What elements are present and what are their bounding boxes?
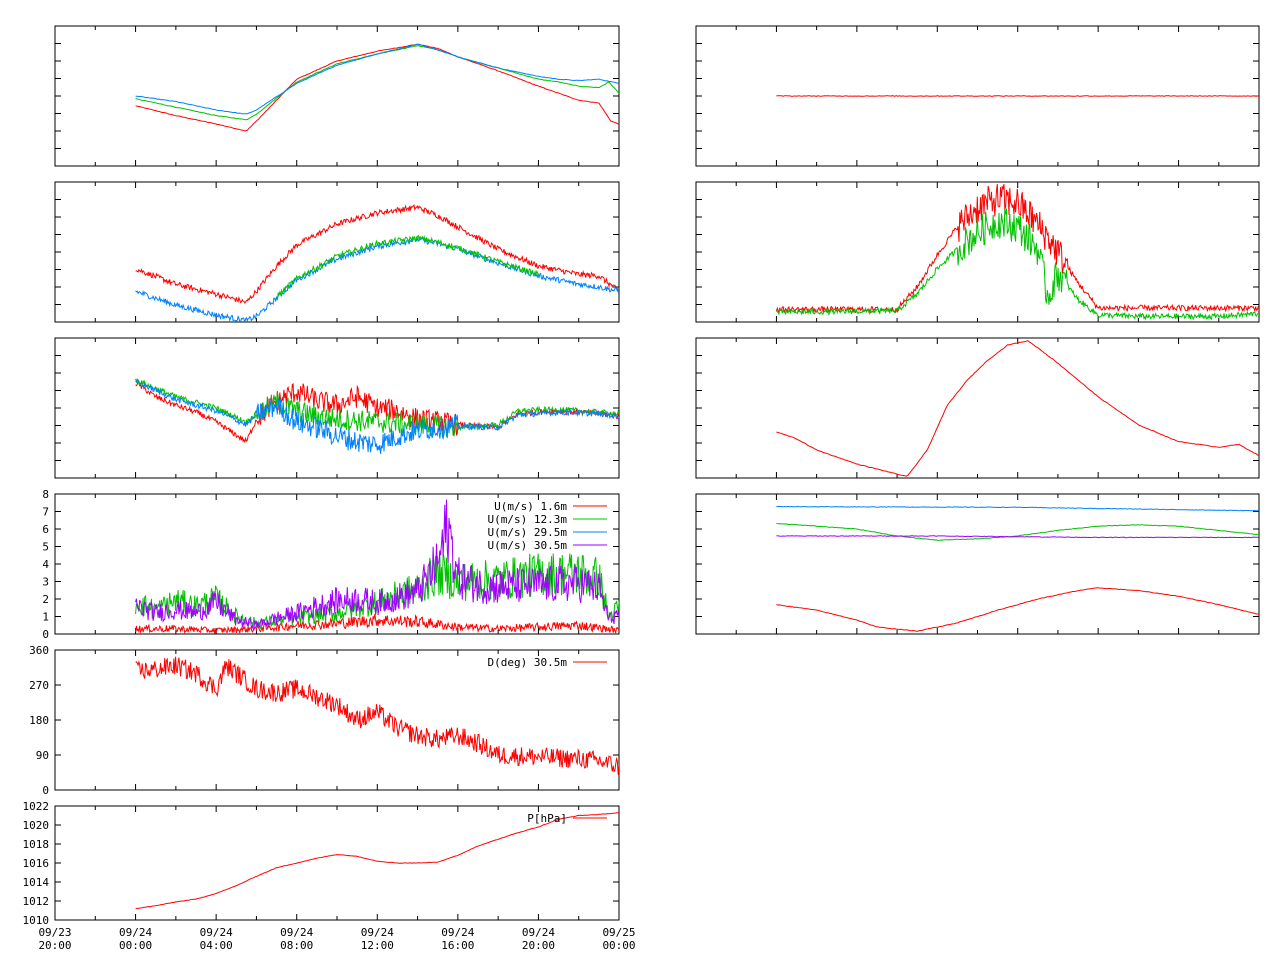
legend-label: P[hPa]	[527, 812, 567, 825]
legend-label: U(m/s) 1.6m	[494, 500, 567, 513]
chart-panel-left-3	[54, 337, 620, 479]
series-line-2	[135, 377, 619, 438]
legend-label: U(m/s) 30.5m	[488, 539, 568, 552]
x-tick-label-date: 09/24	[522, 926, 555, 939]
legend-label: U(m/s) 12.3m	[488, 513, 568, 526]
plot-frame	[54, 649, 620, 791]
plot-frame	[695, 337, 1260, 479]
x-tick-label-date: 09/24	[119, 926, 152, 939]
x-tick-label-date: 09/24	[200, 926, 233, 939]
series-line-1	[135, 204, 619, 304]
y-tick-label: 0	[42, 784, 49, 797]
y-tick-label: 2	[42, 593, 49, 606]
y-tick-label: 1018	[23, 838, 50, 851]
y-tick-label: 360	[29, 644, 49, 657]
x-tick-label-date: 09/24	[361, 926, 394, 939]
chart-panel-right-4	[695, 493, 1260, 635]
chart-panel-right-1	[695, 25, 1260, 167]
series-line-2	[135, 235, 619, 322]
y-tick-label: 1010	[23, 914, 50, 927]
y-tick-label: 270	[29, 679, 49, 692]
y-tick-label: 1020	[23, 819, 50, 832]
x-tick-label-time: 16:00	[441, 939, 474, 952]
plot-frame	[54, 181, 620, 323]
y-tick-label: 4	[42, 558, 49, 571]
y-tick-label: 6	[42, 523, 49, 536]
chart-panel-right-2	[695, 181, 1260, 323]
y-tick-label: 7	[42, 506, 49, 519]
series-line-3	[776, 535, 1259, 539]
series-line-3	[135, 499, 619, 631]
x-tick-label-time: 12:00	[361, 939, 394, 952]
y-tick-label: 0	[42, 628, 49, 641]
series-line-1	[775, 183, 1259, 314]
series-line-3	[135, 378, 619, 454]
series-line-3	[276, 234, 539, 300]
y-tick-label: 3	[42, 576, 49, 589]
series-line-3	[135, 43, 619, 115]
legend-label: D(deg) 30.5m	[488, 656, 568, 669]
series-line-1	[135, 614, 619, 634]
legend-label: U(m/s) 29.5m	[488, 526, 568, 539]
x-tick-label-date: 09/23	[38, 926, 71, 939]
series-line-1	[776, 95, 1259, 97]
plot-frame	[695, 493, 1260, 635]
series-line-1	[135, 656, 619, 775]
x-tick-label-time: 08:00	[280, 939, 313, 952]
y-tick-label: 1014	[23, 876, 50, 889]
chart-panel-left-4: 0 1 2 3 4 5 6 7 8 U(m/s) 1.6mU(m/s) 12.3mU(m/s) 2…	[42, 488, 620, 641]
series-line-2	[776, 208, 1259, 321]
y-tick-label: 1022	[23, 800, 50, 813]
y-tick-label: 1	[42, 611, 49, 624]
x-tick-label-date: 09/24	[280, 926, 313, 939]
x-tick-label-date: 09/24	[441, 926, 474, 939]
series-line-1	[135, 43, 619, 132]
x-tick-label-time: 00:00	[602, 939, 635, 952]
series-line-2	[135, 45, 619, 121]
chart-panel-left-1	[54, 25, 620, 167]
y-tick-label: 5	[42, 541, 49, 554]
x-tick-label-time: 00:00	[119, 939, 152, 952]
y-tick-label: 8	[42, 488, 49, 501]
series-line-1	[135, 812, 619, 910]
chart-panel-right-3	[695, 337, 1260, 479]
y-tick-label: 180	[29, 714, 49, 727]
x-tick-label-time: 20:00	[522, 939, 555, 952]
series-line-4	[776, 587, 1259, 632]
chart-panel-left-5: 0 90 180 270 360 D(deg) 30.5m	[29, 644, 620, 797]
y-tick-label: 90	[36, 749, 49, 762]
x-tick-label-date: 09/25	[602, 926, 635, 939]
y-tick-label: 1012	[23, 895, 50, 908]
series-line-1	[776, 505, 1259, 512]
x-tick-label-time: 04:00	[200, 939, 233, 952]
x-tick-label-time: 20:00	[38, 939, 71, 952]
series-line-2	[135, 551, 619, 630]
chart-panel-left-6: 1010101210141016101810201022P[hPa]09/232…	[23, 800, 636, 952]
y-tick-label: 1016	[23, 857, 50, 870]
chart-panel-left-2	[54, 181, 620, 323]
series-line-2	[776, 522, 1259, 541]
series-line-1	[776, 340, 1259, 477]
